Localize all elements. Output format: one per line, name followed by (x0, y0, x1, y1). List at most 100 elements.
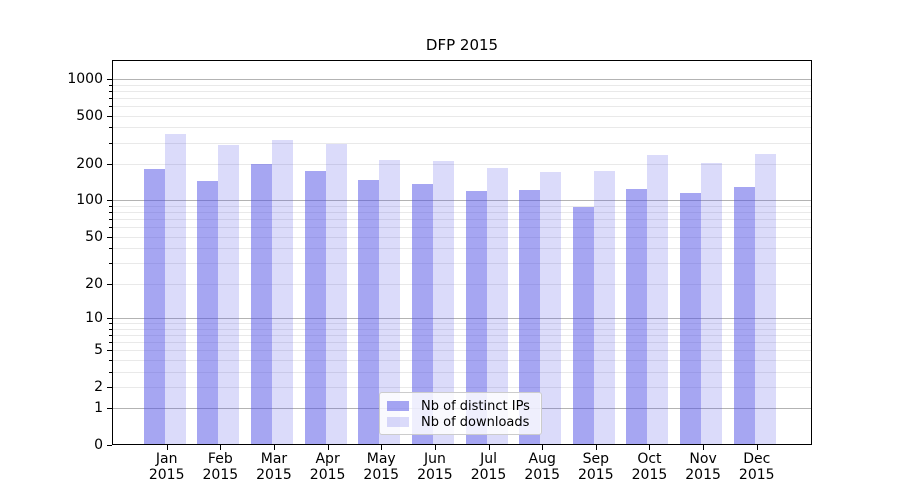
bar-downloads-feb (218, 144, 240, 444)
gridline (113, 115, 811, 117)
x-tick-month: Apr (315, 451, 340, 467)
chart-title: DFP 2015 (425, 36, 499, 54)
y-minor-tick-mark (109, 219, 112, 221)
gridline (113, 328, 811, 330)
y-tick-label: 500 (76, 107, 103, 124)
y-minor-tick-mark (109, 164, 112, 165)
x-tick-label: Jun 2015 (404, 451, 466, 483)
y-tick-label: 1 (94, 400, 103, 417)
y-tick-label: 0 (94, 437, 103, 453)
gridline (113, 263, 811, 265)
x-tick-mark (595, 445, 597, 450)
gridline (113, 212, 811, 214)
y-tick-mark (107, 78, 112, 80)
gridline (113, 317, 811, 319)
y-tick-label: 1000 (67, 70, 103, 87)
y-tick-label: 2 (94, 378, 103, 395)
x-tick-mark (273, 445, 275, 450)
bar-ips-nov (680, 193, 702, 444)
y-minor-tick-mark (109, 341, 112, 343)
x-tick-year: 2015 (309, 466, 346, 483)
bar-ips-dec (733, 186, 755, 444)
x-tick-label: Dec 2015 (726, 451, 788, 483)
x-tick-mark (703, 445, 705, 450)
x-tick-mark (649, 445, 651, 450)
gridline (113, 227, 811, 229)
y-minor-tick-mark (109, 212, 112, 214)
gridline (113, 371, 811, 373)
bar-downloads-dec (754, 153, 776, 444)
bar-ips-apr (304, 171, 326, 444)
y-minor-tick-mark (109, 90, 112, 92)
bar-downloads-mar (271, 140, 293, 444)
bar-ips-oct (626, 189, 648, 444)
gridline (113, 386, 811, 388)
x-tick-month: Feb (207, 451, 233, 467)
y-tick-label: 5 (94, 342, 103, 359)
bar-downloads-nov (701, 163, 723, 444)
x-tick-year: 2015 (631, 466, 668, 483)
gridline (113, 359, 811, 361)
y-tick-mark (107, 317, 112, 319)
bar-downloads-jul (486, 168, 508, 444)
x-tick-label: Jan 2015 (136, 451, 198, 483)
gridline (113, 248, 811, 250)
gridline (113, 200, 811, 202)
gridline (113, 90, 811, 92)
y-minor-tick-mark (109, 127, 112, 129)
y-minor-tick-mark (109, 84, 112, 86)
y-minor-tick-mark (109, 205, 112, 207)
bar-downloads-jan (164, 134, 186, 444)
gridline (113, 334, 811, 336)
y-minor-tick-mark (109, 248, 112, 250)
bar-downloads-may (379, 159, 401, 444)
y-minor-tick-mark (109, 142, 112, 144)
legend-label: Nb of distinct IPs (421, 398, 530, 414)
bar-ips-jul (465, 190, 487, 444)
gridline (113, 283, 811, 285)
legend-swatch-downloads (387, 417, 409, 427)
x-tick-month: Jan (155, 451, 178, 467)
y-minor-tick-mark (109, 227, 112, 229)
gridline (113, 142, 811, 144)
x-tick-month: Sep (582, 451, 609, 467)
x-tick-month: Dec (743, 451, 771, 467)
gridline (113, 105, 811, 107)
x-tick-label: Mar 2015 (243, 451, 305, 483)
y-minor-tick-mark (109, 236, 112, 238)
y-minor-tick-mark (109, 263, 112, 265)
x-tick-year: 2015 (470, 466, 507, 483)
y-minor-tick-mark (109, 334, 112, 336)
gridline (113, 236, 811, 238)
gridline (113, 219, 811, 221)
y-minor-tick-mark (109, 283, 112, 285)
legend-entry: Nb of downloads (387, 414, 533, 430)
gridline (113, 350, 811, 352)
x-tick-mark (327, 445, 329, 450)
gridline (113, 127, 811, 129)
x-tick-year: 2015 (685, 466, 721, 483)
y-tick-mark (107, 408, 112, 410)
plot-area (112, 60, 812, 445)
x-tick-year: 2015 (738, 466, 775, 483)
x-tick-label: Aug 2015 (511, 451, 573, 483)
gridline (113, 78, 811, 80)
y-tick-label: 20 (85, 275, 103, 292)
bar-downloads-apr (325, 143, 347, 444)
y-tick-label: 50 (85, 228, 103, 245)
x-tick-label: Nov 2015 (672, 451, 734, 483)
x-tick-month: Mar (260, 451, 288, 467)
y-minor-tick-mark (109, 323, 112, 324)
x-tick-mark (220, 445, 222, 450)
legend-label: Nb of downloads (421, 414, 530, 430)
gridline (113, 341, 811, 343)
bar-ips-mar (250, 164, 272, 444)
x-tick-year: 2015 (524, 466, 560, 483)
y-minor-tick-mark (109, 97, 112, 99)
x-tick-mark (756, 445, 758, 450)
bar-ips-feb (197, 180, 219, 444)
x-tick-mark (542, 445, 544, 450)
gridline (113, 84, 811, 86)
x-tick-year: 2015 (202, 466, 239, 483)
